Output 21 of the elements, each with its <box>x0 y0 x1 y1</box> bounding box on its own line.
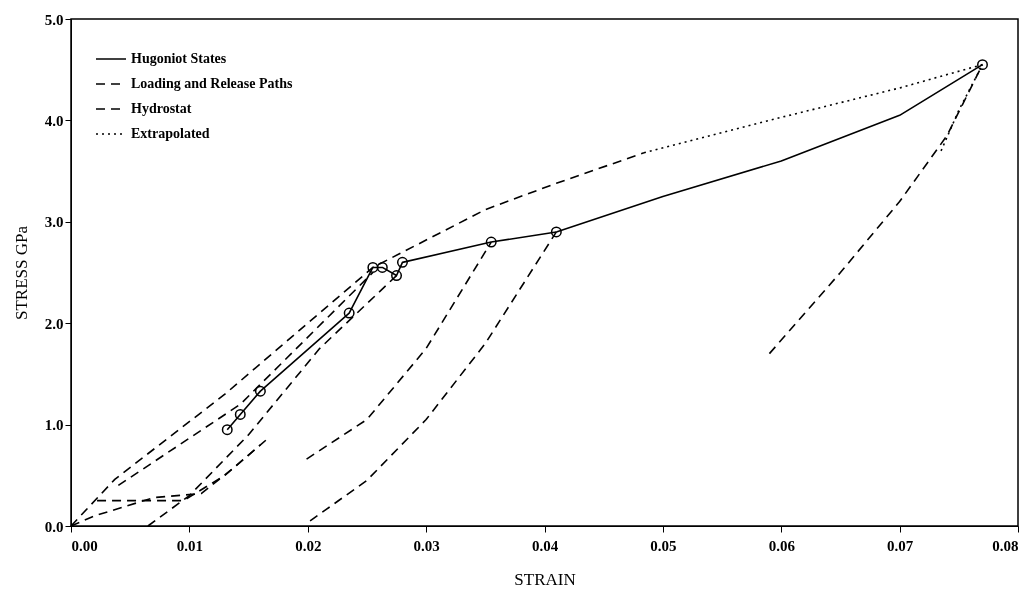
x-tick-label: 0.02 <box>295 537 322 554</box>
x-tick-label: 0.06 <box>768 537 796 554</box>
x-tick-label: 0.07 <box>887 537 914 554</box>
x-axis-title: STRAIN <box>514 569 576 589</box>
legend-label: Hydrostat <box>131 101 192 116</box>
legend-label: Loading and Release Paths <box>131 76 293 91</box>
y-tick-label: 3.0 <box>44 214 64 231</box>
y-axis-title: STRESS GPa <box>11 225 31 320</box>
x-tick-label: 0.00 <box>71 537 98 554</box>
x-tick-label: 0.08 <box>992 537 1019 554</box>
y-tick-label: 5.0 <box>44 11 64 28</box>
legend-label: Hugoniot States <box>131 51 227 66</box>
legend-label: Extrapolated <box>131 126 210 141</box>
x-tick-label: 0.04 <box>531 537 559 554</box>
y-tick-label: 2.0 <box>44 315 64 332</box>
x-tick-label: 0.03 <box>413 537 440 554</box>
y-tick-label: 4.0 <box>44 112 64 129</box>
y-tick-label: 0.0 <box>44 518 64 535</box>
x-tick-label: 0.01 <box>176 537 203 554</box>
x-tick-label: 0.05 <box>650 537 677 554</box>
y-tick-label: 1.0 <box>44 417 64 434</box>
